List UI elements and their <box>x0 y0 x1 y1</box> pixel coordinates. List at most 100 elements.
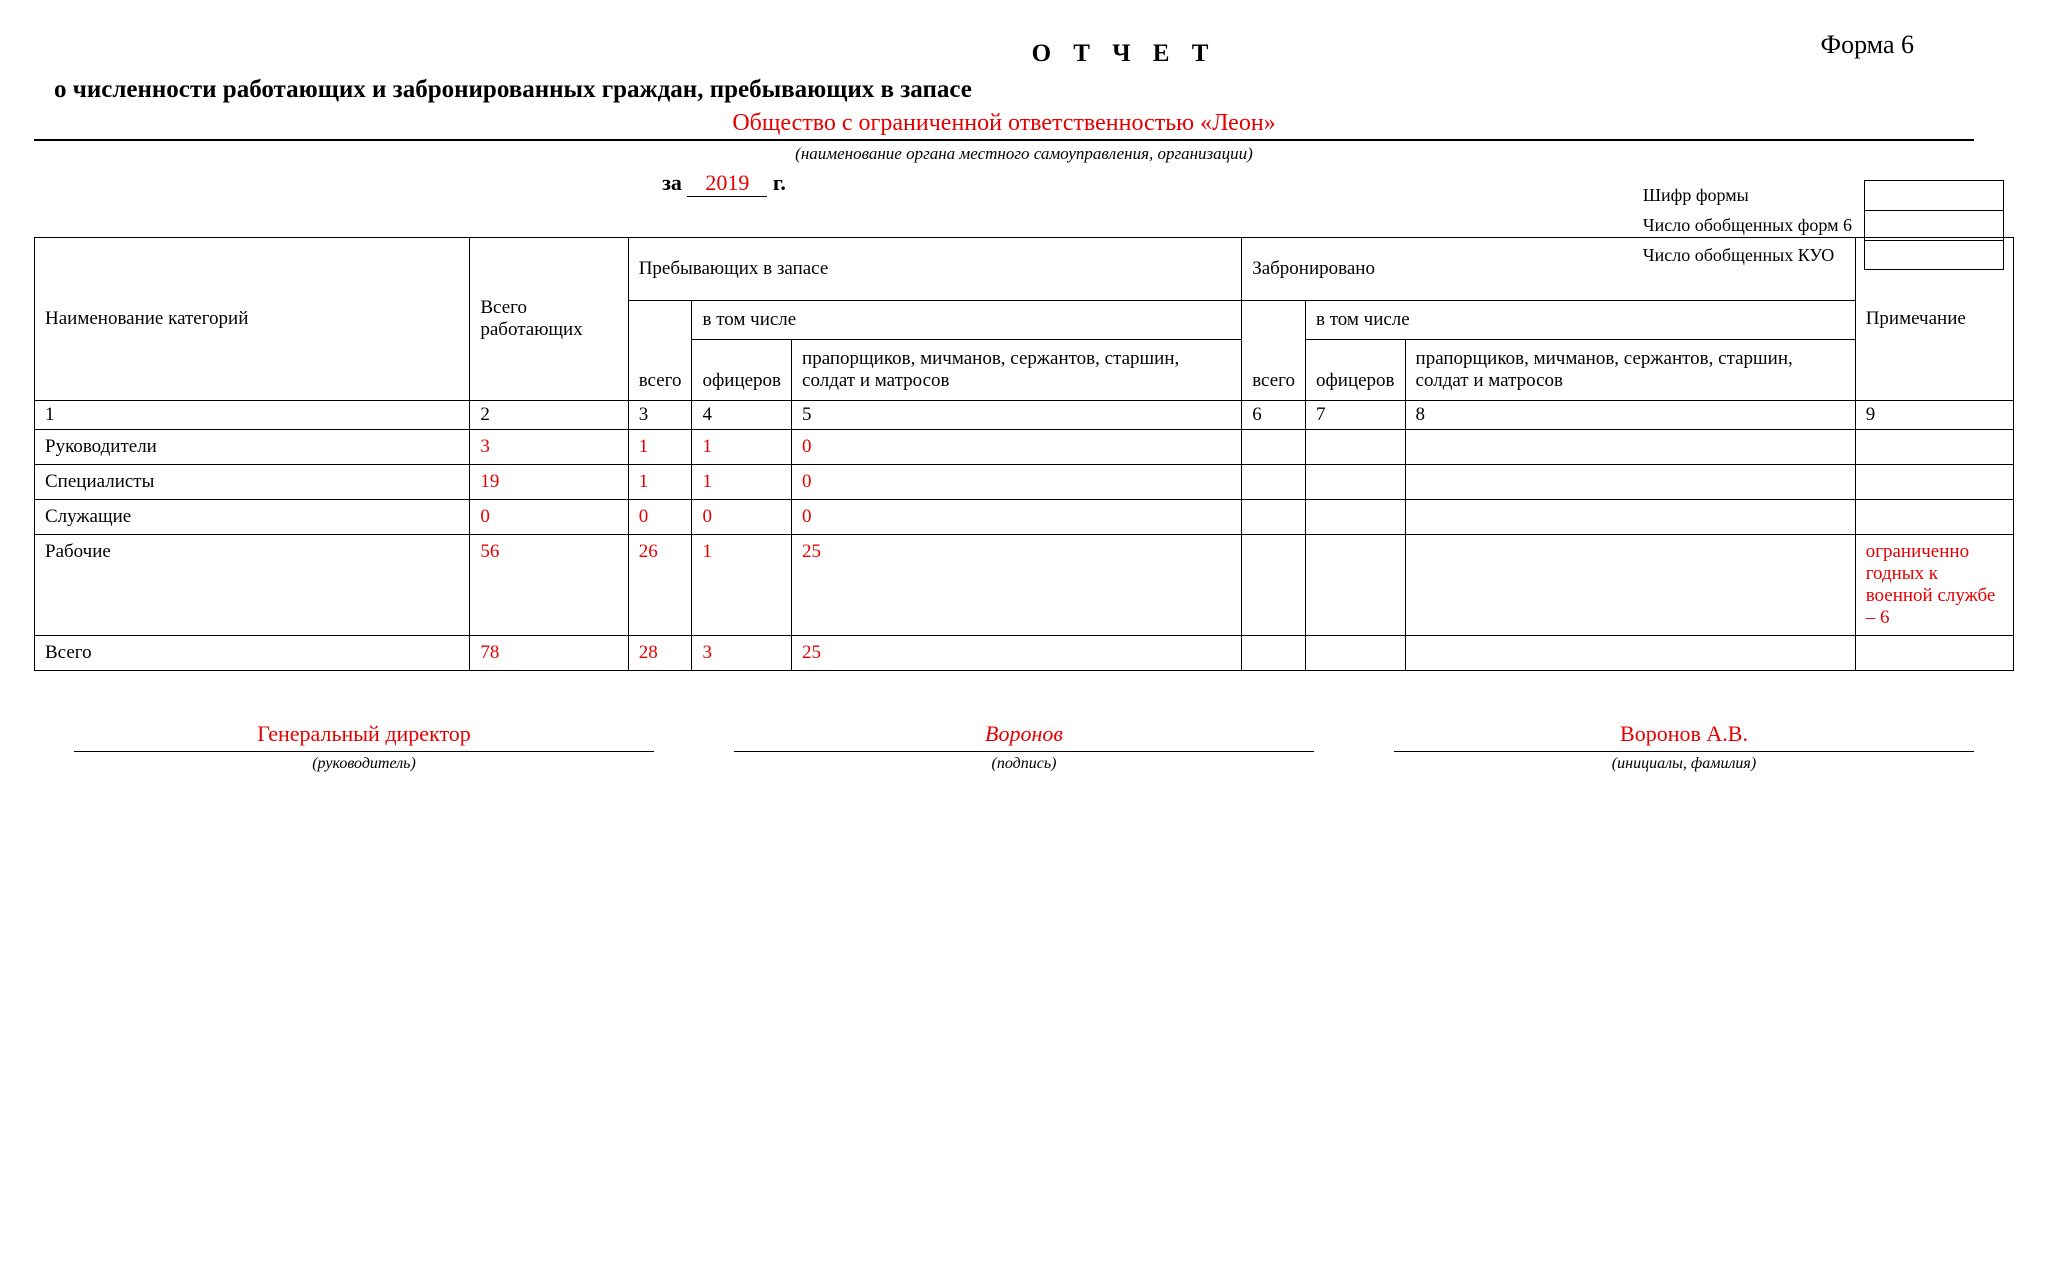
meta-boxes <box>1864 180 2004 270</box>
sign-role-block: Генеральный директор (руководитель) <box>74 721 654 773</box>
meta-block: Шифр формы Число обобщенных форм 6 Число… <box>1643 180 2004 270</box>
table-body: 1 2 3 4 5 6 7 8 9 Руководители 3 1 1 0 <box>35 401 2014 671</box>
cell-c4: 1 <box>692 535 792 636</box>
sign-signature-value: Воронов <box>734 721 1314 749</box>
report-title-line1: О Т Ч Е Т <box>234 40 2014 68</box>
cell-c3: 28 <box>628 636 692 671</box>
cell-c2: 0 <box>470 500 628 535</box>
meta-box-2 <box>1864 210 2004 240</box>
cell-c5: 0 <box>792 465 1242 500</box>
cell-c4: 1 <box>692 465 792 500</box>
cell-c7 <box>1305 430 1405 465</box>
colnum-7: 7 <box>1305 401 1405 430</box>
signature-footer: Генеральный директор (руководитель) Воро… <box>34 721 2014 773</box>
th-booked-incl: в том числе <box>1305 301 1855 340</box>
cell-c5: 25 <box>792 535 1242 636</box>
cell-c9: ограниченно годных к военной службе – 6 <box>1855 535 2013 636</box>
th-booked-total: всего <box>1242 301 1306 401</box>
cell-c8 <box>1405 636 1855 671</box>
organization-name: Общество с ограниченной ответственностью… <box>34 110 1974 139</box>
sign-name-block: Воронов А.В. (инициалы, фамилия) <box>1394 721 1974 773</box>
header-block: О Т Ч Е Т о численности работающих и заб… <box>34 40 2014 197</box>
cell-c7 <box>1305 500 1405 535</box>
cell-c8 <box>1405 430 1855 465</box>
report-title-line2: о численности работающих и забронированн… <box>54 76 2014 104</box>
meta-label-2: Число обобщенных форм 6 <box>1643 210 1852 240</box>
th-reserve-incl: в том числе <box>692 301 1242 340</box>
cell-c6 <box>1242 500 1306 535</box>
colnum-8: 8 <box>1405 401 1855 430</box>
table-row: Руководители 3 1 1 0 <box>35 430 2014 465</box>
th-reserve-others: прапорщиков, мичманов, сержантов, старши… <box>792 340 1242 401</box>
year-line: за 2019 г. <box>34 170 1414 197</box>
th-category: Наименование категорий <box>35 238 470 401</box>
cell-name: Всего <box>35 636 470 671</box>
cell-name: Руководители <box>35 430 470 465</box>
cell-name: Служащие <box>35 500 470 535</box>
colnum-3: 3 <box>628 401 692 430</box>
cell-c8 <box>1405 535 1855 636</box>
th-booked-others: прапорщиков, мичманов, сержантов, старши… <box>1405 340 1855 401</box>
cell-c4: 3 <box>692 636 792 671</box>
cell-c3: 1 <box>628 465 692 500</box>
cell-c8 <box>1405 465 1855 500</box>
cell-c6 <box>1242 430 1306 465</box>
year-prefix: за <box>662 170 682 195</box>
table-row: Рабочие 56 26 1 25 ограниченно годных к … <box>35 535 2014 636</box>
colnum-1: 1 <box>35 401 470 430</box>
th-booked-officers: офицеров <box>1305 340 1405 401</box>
cell-c8 <box>1405 500 1855 535</box>
sign-role-hint: (руководитель) <box>74 751 654 773</box>
cell-c7 <box>1305 465 1405 500</box>
column-number-row: 1 2 3 4 5 6 7 8 9 <box>35 401 2014 430</box>
table-row: Служащие 0 0 0 0 <box>35 500 2014 535</box>
cell-c2: 56 <box>470 535 628 636</box>
cell-c9 <box>1855 500 2013 535</box>
sign-role-value: Генеральный директор <box>74 721 654 749</box>
meta-label-1: Шифр формы <box>1643 180 1852 210</box>
th-reserve-group: Пребывающих в запасе <box>628 238 1242 301</box>
cell-c7 <box>1305 636 1405 671</box>
sign-signature-hint: (подпись) <box>734 751 1314 773</box>
organization-underline: Общество с ограниченной ответственностью… <box>34 110 1974 141</box>
cell-name: Рабочие <box>35 535 470 636</box>
colnum-5: 5 <box>792 401 1242 430</box>
organization-hint: (наименование органа местного самоуправл… <box>34 144 2014 164</box>
meta-box-3 <box>1864 240 2004 270</box>
organization-row: Общество с ограниченной ответственностью… <box>34 110 2014 141</box>
cell-c3: 1 <box>628 430 692 465</box>
cell-c5: 0 <box>792 430 1242 465</box>
cell-c6 <box>1242 465 1306 500</box>
th-reserve-total: всего <box>628 301 692 401</box>
sign-signature-block: Воронов (подпись) <box>734 721 1314 773</box>
cell-c9 <box>1855 430 2013 465</box>
cell-c4: 1 <box>692 430 792 465</box>
colnum-9: 9 <box>1855 401 2013 430</box>
meta-label-3: Число обобщенных КУО <box>1643 240 1852 270</box>
cell-c9 <box>1855 636 2013 671</box>
cell-c2: 3 <box>470 430 628 465</box>
colnum-2: 2 <box>470 401 628 430</box>
colnum-6: 6 <box>1242 401 1306 430</box>
cell-c3: 26 <box>628 535 692 636</box>
cell-c4: 0 <box>692 500 792 535</box>
report-page: Форма 6 О Т Ч Е Т о численности работающ… <box>34 40 2014 773</box>
colnum-4: 4 <box>692 401 792 430</box>
cell-c5: 0 <box>792 500 1242 535</box>
cell-c7 <box>1305 535 1405 636</box>
meta-box-1 <box>1864 180 2004 210</box>
th-reserve-officers: офицеров <box>692 340 792 401</box>
form-number: Форма 6 <box>1821 30 1914 60</box>
meta-labels: Шифр формы Число обобщенных форм 6 Число… <box>1643 180 1852 270</box>
year-suffix: г. <box>773 170 786 195</box>
cell-c6 <box>1242 535 1306 636</box>
main-table: Наименование категорий Всего работающих … <box>34 237 2014 671</box>
cell-name: Специалисты <box>35 465 470 500</box>
cell-c6 <box>1242 636 1306 671</box>
table-row: Специалисты 19 1 1 0 <box>35 465 2014 500</box>
th-total-workers: Всего работающих <box>470 238 628 401</box>
cell-c2: 78 <box>470 636 628 671</box>
cell-c3: 0 <box>628 500 692 535</box>
cell-c5: 25 <box>792 636 1242 671</box>
year-value: 2019 <box>687 170 767 197</box>
